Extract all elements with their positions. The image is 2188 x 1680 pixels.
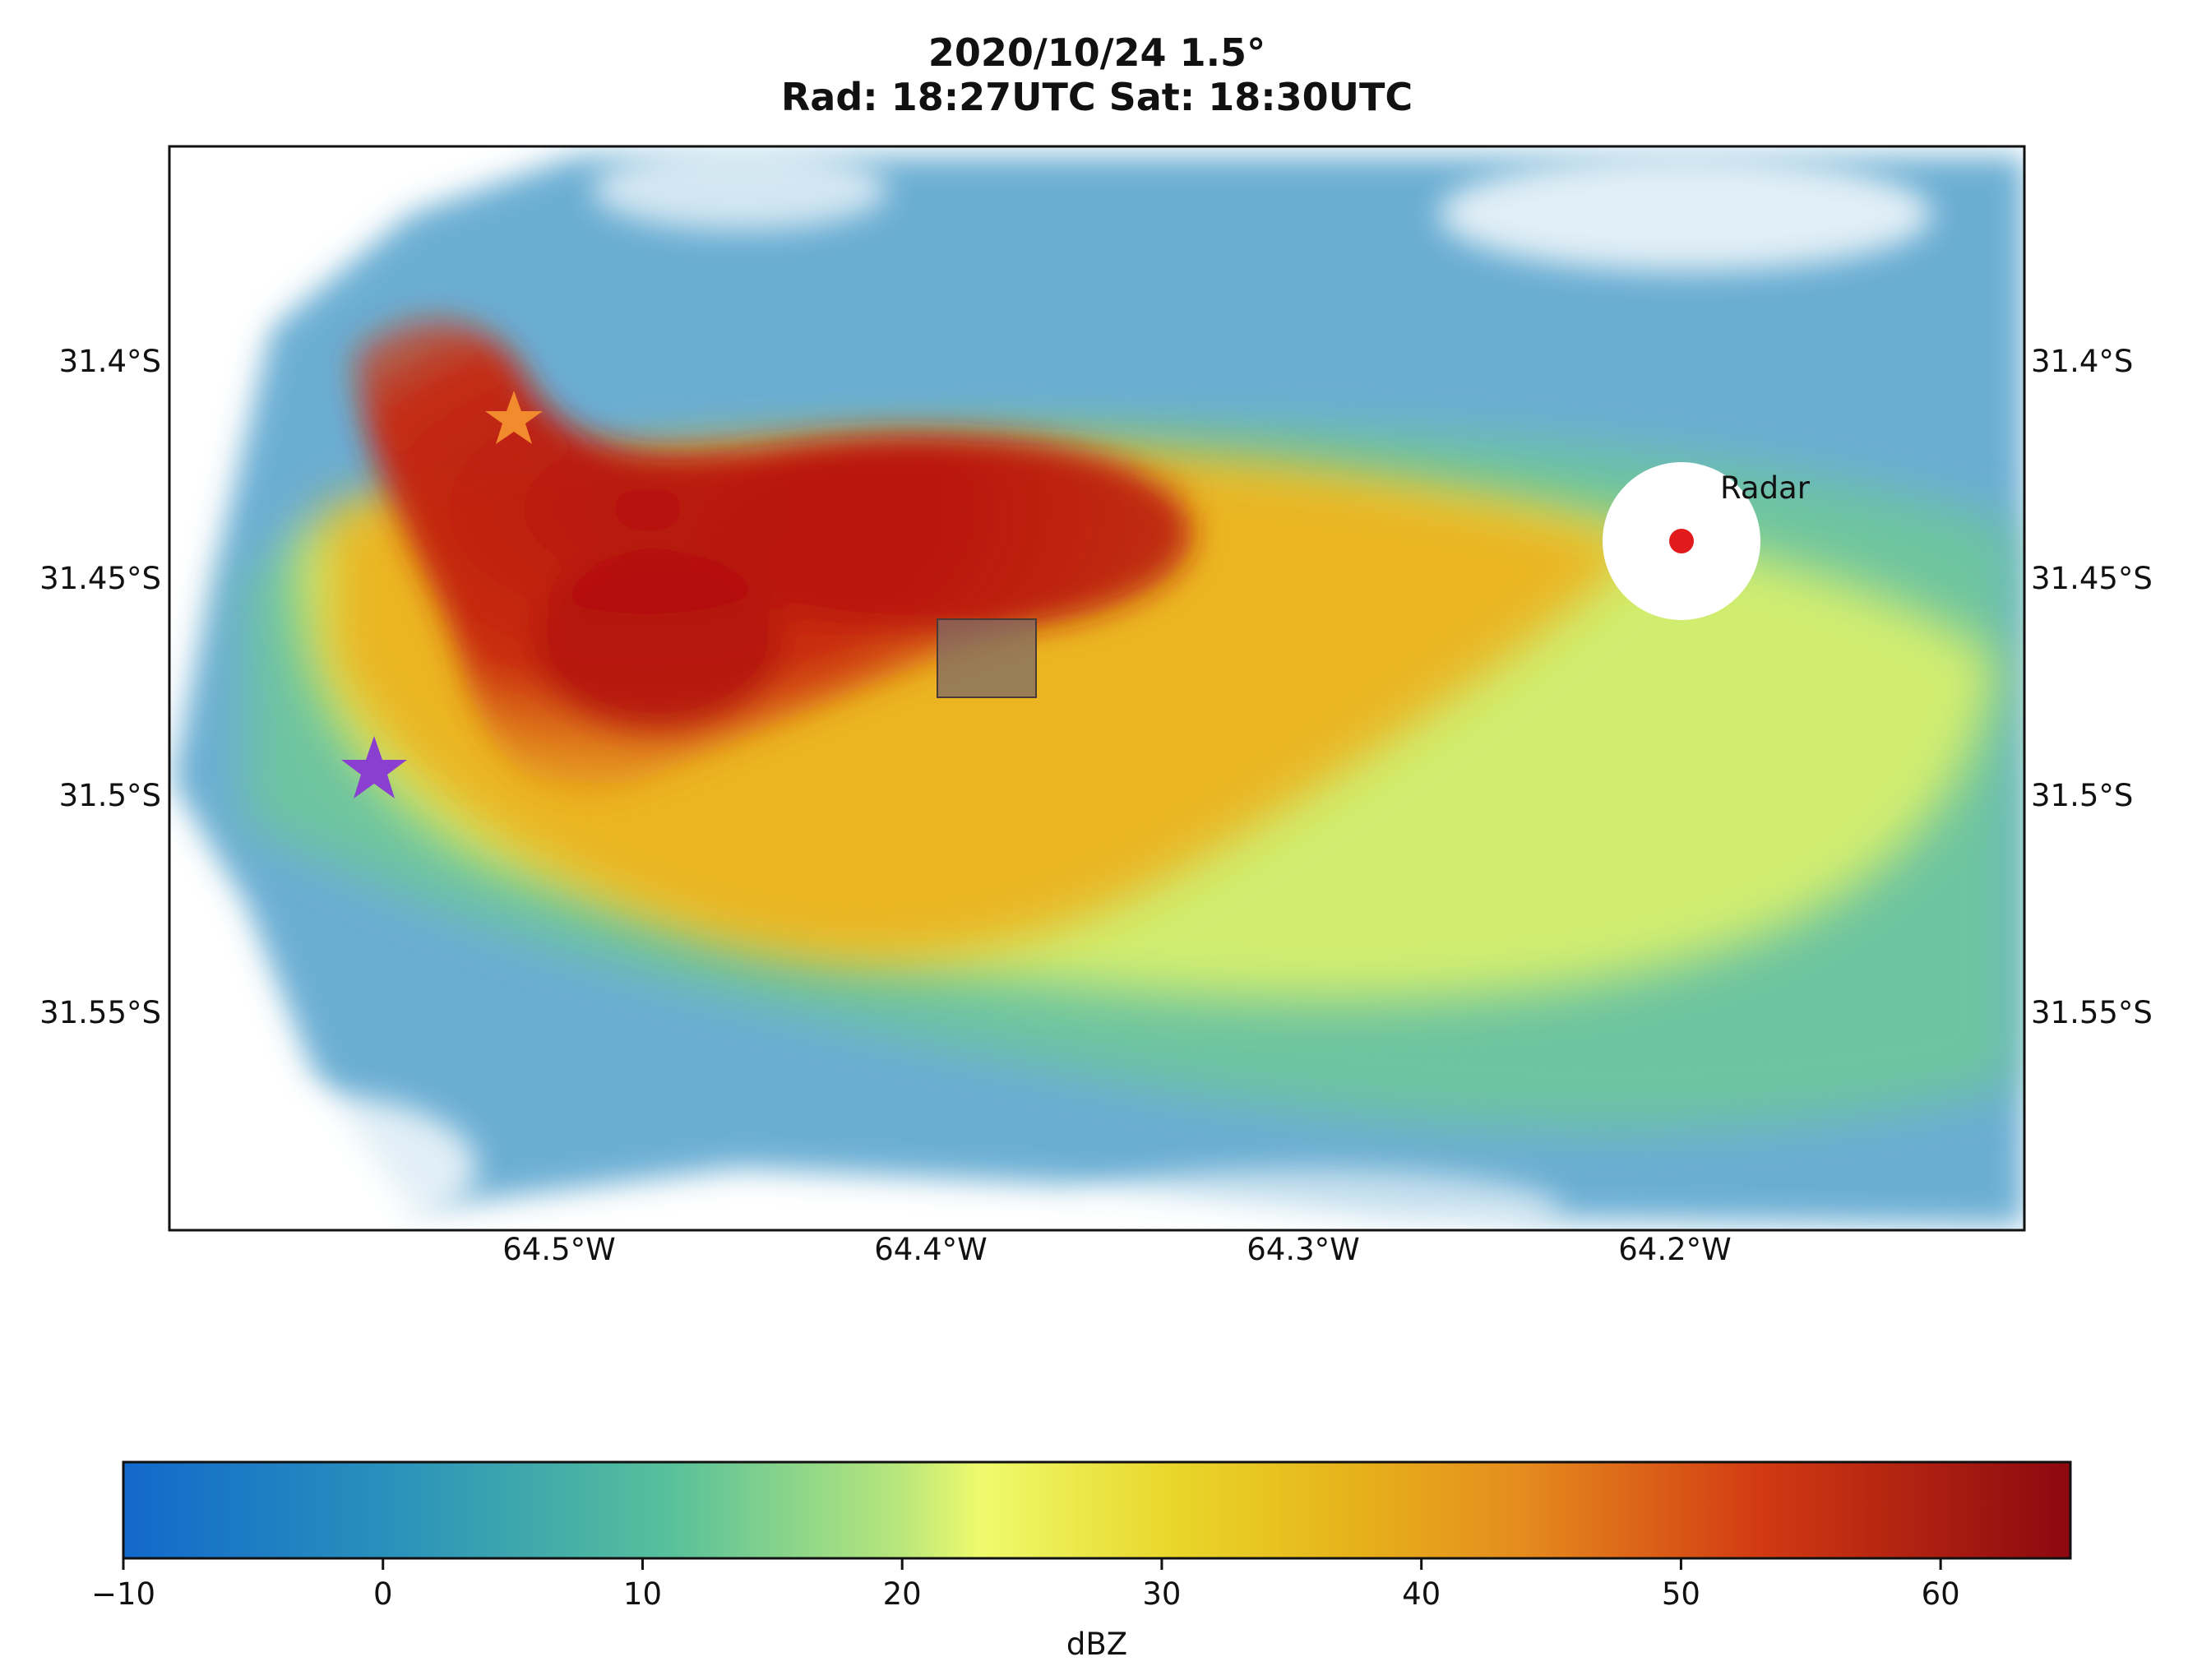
lat-tick-label: 31.5°S — [59, 778, 161, 813]
lon-tick-label: 64.5°W — [502, 1232, 615, 1267]
lat-tick-label: 31.4°S — [2031, 344, 2133, 379]
title-line-2: Rad: 18:27UTC Sat: 18:30UTC — [781, 75, 1413, 119]
colorbar-tick-label: 60 — [1922, 1576, 1960, 1612]
title-line-1: 2020/10/24 1.5° — [928, 30, 1265, 75]
lat-tick-label: 31.55°S — [2031, 995, 2153, 1030]
colorbar-label: dBZ — [1066, 1627, 1127, 1662]
lat-tick-label: 31.4°S — [59, 344, 161, 379]
colorbar-ticks: −10 0 10 20 30 40 50 60 — [91, 1558, 1960, 1612]
lon-tick-label: 64.3°W — [1247, 1232, 1359, 1267]
purple-star — [341, 736, 407, 798]
colorbar-tick-label: 30 — [1142, 1576, 1181, 1612]
lon-tick-label: 64.4°W — [874, 1232, 987, 1267]
radar-label: Radar — [1720, 470, 1811, 506]
lat-tick-label: 31.55°S — [39, 995, 161, 1030]
colorbar-tick-label: 0 — [373, 1576, 393, 1612]
lat-ticks-right: 31.4°S 31.45°S 31.5°S 31.55°S — [2031, 344, 2153, 1030]
colorbar-tick-label: 50 — [1662, 1576, 1700, 1612]
lat-tick-label: 31.45°S — [39, 561, 161, 596]
echo-gaps — [169, 148, 1932, 1230]
lat-tick-label: 31.5°S — [2031, 778, 2133, 813]
colorbar-tick-label: 10 — [623, 1576, 662, 1612]
colorbar-tick-label: 20 — [883, 1576, 922, 1612]
colorbar-tick-label: 40 — [1402, 1576, 1441, 1612]
red-core — [354, 318, 1195, 794]
colorbar: −10 0 10 20 30 40 50 60 dBZ — [91, 1460, 2072, 1662]
lat-ticks-left: 31.4°S 31.45°S 31.5°S 31.55°S — [39, 344, 161, 1030]
colorbar-ramp — [122, 1460, 2072, 1560]
radar-map — [169, 146, 2024, 1230]
lat-tick-label: 31.45°S — [2031, 561, 2153, 596]
lon-tick-label: 64.2°W — [1618, 1232, 1731, 1267]
analysis-box — [937, 618, 1037, 698]
lon-ticks: 64.5°W 64.4°W 64.3°W 64.2°W — [502, 1232, 1731, 1267]
orange-star — [485, 391, 543, 444]
colorbar-tick-label: −10 — [91, 1576, 155, 1612]
radar-dot — [1669, 529, 1694, 553]
map-frame — [168, 145, 2026, 1232]
